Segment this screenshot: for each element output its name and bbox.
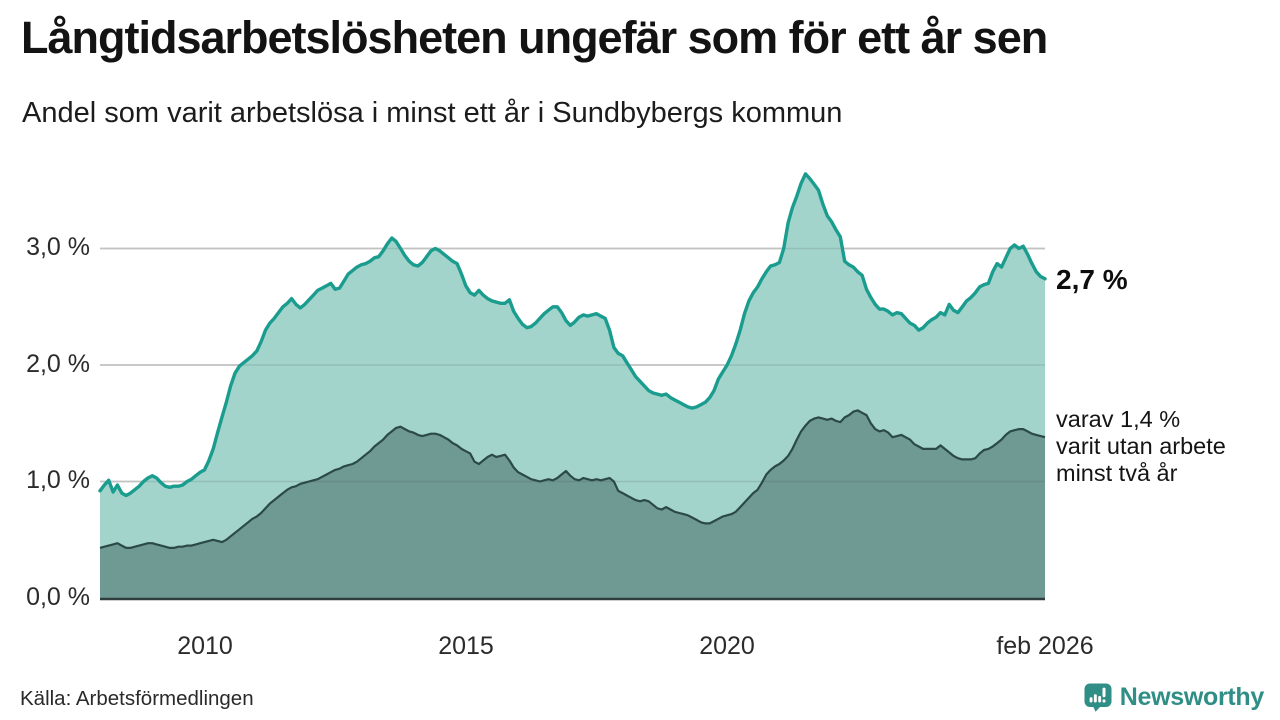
x-tick-2020: 2020 [699,632,755,660]
x-tick-feb-2026: feb 2026 [996,632,1094,660]
annotation-line-3: minst två år [1056,460,1178,486]
newsworthy-logo-icon [1084,683,1112,712]
chart-subtitle: Andel som varit arbetslösa i minst ett å… [22,97,843,129]
annotation-line-1: varav 1,4 % [1056,406,1181,432]
source-credit: Källa: Arbetsförmedlingen [20,687,254,710]
y-tick-3: 3,0 % [26,233,90,261]
secondary-series-annotation: varav 1,4 % varit utan arbete minst två … [1056,406,1226,487]
x-tick-2010: 2010 [177,632,233,660]
annotation-line-2: varit utan arbete [1056,433,1226,459]
newsworthy-brand-link[interactable]: Newsworthy [1084,683,1264,712]
y-tick-0: 0,0 % [26,583,90,611]
page-title: Långtidsarbetslösheten ungefär som för e… [21,12,1048,63]
series-end-value-label: 2,7 % [1056,264,1128,295]
newsworthy-wordmark: Newsworthy [1119,683,1265,711]
y-tick-1: 1,0 % [26,466,90,494]
y-tick-2: 2,0 % [26,350,90,378]
x-tick-2015: 2015 [438,632,494,660]
